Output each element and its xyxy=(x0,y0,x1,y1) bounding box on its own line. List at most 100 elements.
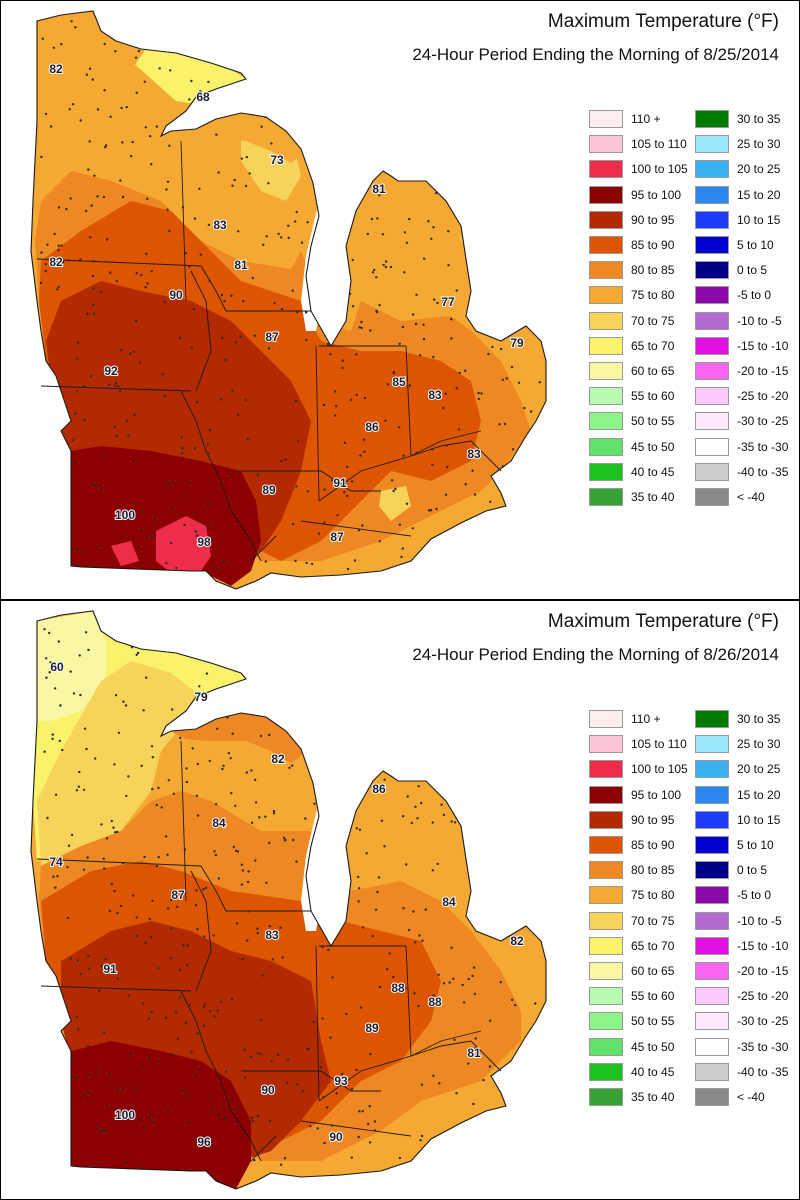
legend-label: -35 to -30 xyxy=(737,1039,789,1054)
legend-label: -15 to -10 xyxy=(737,938,789,953)
station-dot xyxy=(151,899,154,902)
legend-label: 30 to 35 xyxy=(737,112,781,126)
station-dot xyxy=(72,692,76,695)
station-dot xyxy=(288,766,291,769)
station-dot xyxy=(491,810,494,814)
legend-swatch xyxy=(589,1037,623,1056)
station-dot xyxy=(122,700,125,703)
temperature-label: 98 xyxy=(197,535,211,549)
station-dot xyxy=(54,1153,57,1157)
station-dot xyxy=(253,334,256,337)
temperature-label: 60 xyxy=(50,660,64,674)
station-dot xyxy=(323,488,326,491)
station-dot xyxy=(442,813,446,817)
station-dot xyxy=(371,934,374,938)
station-dot xyxy=(77,785,81,788)
station-dot xyxy=(43,750,46,753)
station-dot xyxy=(113,763,116,766)
legend-label: 50 to 55 xyxy=(631,1014,675,1029)
station-dot xyxy=(149,135,152,138)
station-dot xyxy=(360,326,363,330)
station-dot xyxy=(44,269,47,273)
station-dot xyxy=(346,567,350,571)
station-dot xyxy=(85,747,88,751)
station-dot xyxy=(240,863,243,866)
station-dot xyxy=(305,338,308,342)
station-dot xyxy=(430,237,433,240)
legend-swatch xyxy=(589,336,623,355)
station-dot xyxy=(262,243,265,246)
station-dot xyxy=(523,916,527,919)
station-dot xyxy=(40,437,43,440)
station-dot xyxy=(343,699,346,702)
station-dot xyxy=(425,670,428,673)
station-dot xyxy=(148,917,151,921)
state-boundary xyxy=(318,440,502,502)
station-dot xyxy=(247,910,250,913)
station-dot xyxy=(359,1006,363,1009)
temperature-label: 89 xyxy=(365,1021,379,1035)
station-dot xyxy=(241,869,245,872)
station-dot xyxy=(202,1005,206,1008)
station-dot xyxy=(83,727,87,730)
station-dot xyxy=(208,1096,211,1099)
station-dot xyxy=(419,1139,422,1142)
station-dot xyxy=(376,217,379,220)
station-dot xyxy=(267,347,271,350)
legend-swatch xyxy=(589,886,623,905)
station-dot xyxy=(345,465,349,469)
station-dot xyxy=(524,902,527,905)
station-dot xyxy=(296,310,299,314)
temperature-zone xyxy=(37,661,201,866)
state-boundary xyxy=(250,1135,277,1162)
temperature-zone xyxy=(61,921,331,1161)
station-dot xyxy=(66,866,69,869)
station-dot xyxy=(381,52,384,55)
station-dot xyxy=(208,429,211,432)
station-dot xyxy=(87,648,90,652)
station-dot xyxy=(199,90,202,93)
station-dot xyxy=(316,1127,319,1130)
station-dot xyxy=(67,1158,70,1161)
station-dot xyxy=(272,718,275,722)
station-dot xyxy=(524,1162,527,1165)
state-boundary xyxy=(190,270,212,392)
station-dot xyxy=(411,313,415,316)
station-dot xyxy=(381,682,385,686)
station-dot xyxy=(194,530,198,533)
legend-label: 70 to 75 xyxy=(631,313,675,328)
station-dot xyxy=(412,910,415,913)
station-dot xyxy=(241,705,244,709)
station-dot xyxy=(289,622,292,625)
station-dot xyxy=(213,1015,216,1018)
station-dot xyxy=(444,493,448,496)
legend-swatch xyxy=(589,911,623,930)
station-dot xyxy=(378,985,382,989)
station-dot xyxy=(146,1116,150,1120)
station-dot xyxy=(160,806,163,809)
station-dot xyxy=(157,388,160,391)
station-dot xyxy=(426,754,429,757)
station-dot xyxy=(313,802,316,805)
station-dot xyxy=(82,868,86,871)
station-dot xyxy=(278,754,282,757)
station-dot xyxy=(61,260,65,264)
station-dot xyxy=(308,693,311,696)
station-dot xyxy=(46,243,49,246)
station-dot xyxy=(158,621,161,624)
temperature-label: 87 xyxy=(330,530,344,544)
legend-label: -40 to -35 xyxy=(737,1064,789,1079)
station-dot xyxy=(432,355,435,359)
station-dot xyxy=(391,702,394,706)
legend-swatch xyxy=(589,236,623,254)
station-dot xyxy=(355,1068,358,1072)
station-dot xyxy=(237,470,241,473)
legend-label: -30 to -25 xyxy=(737,414,789,429)
station-dot xyxy=(508,757,512,761)
station-dot xyxy=(113,34,116,38)
station-dot xyxy=(338,106,341,110)
legend-label: 80 to 85 xyxy=(631,263,675,278)
station-dot xyxy=(349,652,352,656)
temperature-regions xyxy=(31,611,546,1189)
station-dot xyxy=(435,100,439,104)
